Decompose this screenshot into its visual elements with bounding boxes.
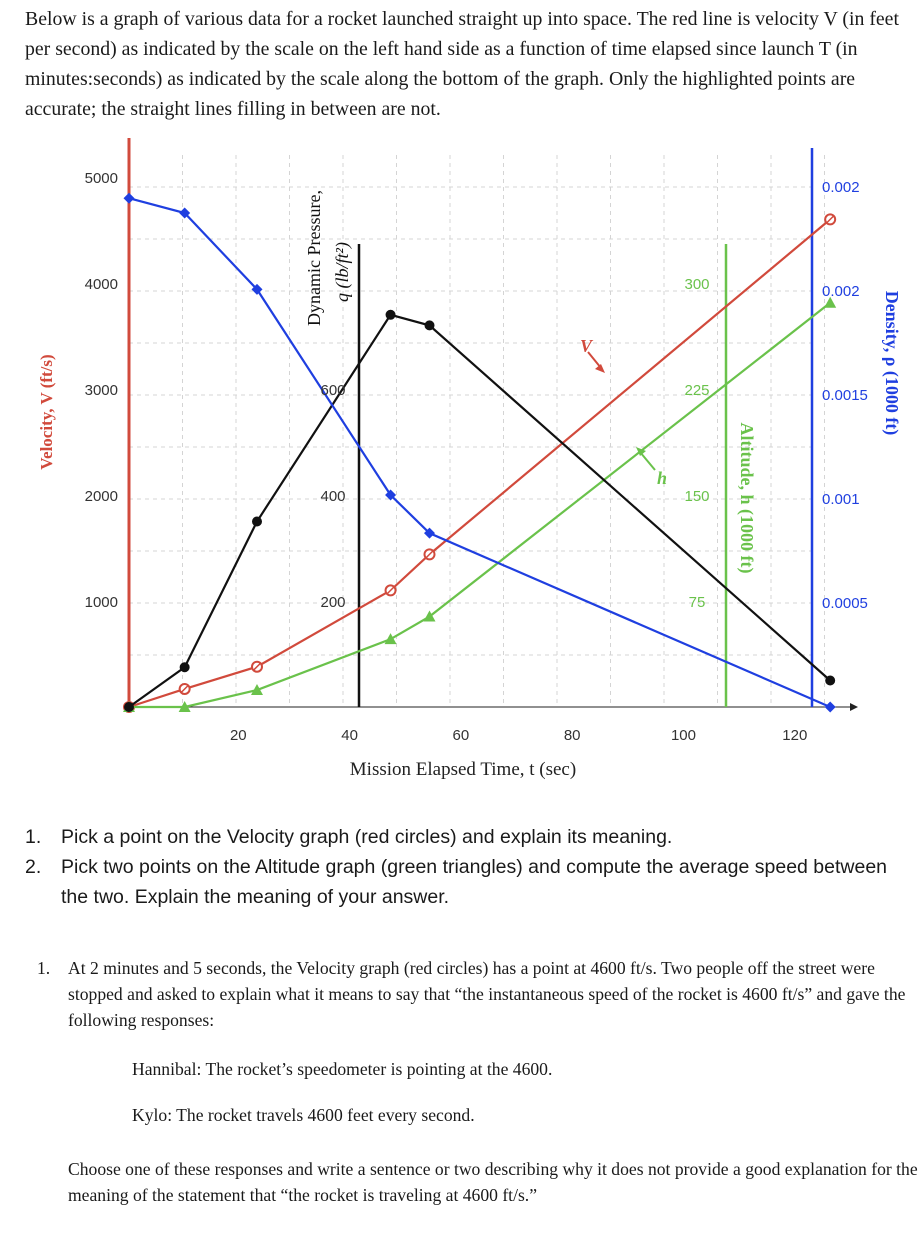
series-line-density xyxy=(128,197,831,709)
pressure-point xyxy=(385,309,396,320)
velocity-series-label: V xyxy=(580,336,594,356)
velocity-point-slash xyxy=(180,684,189,694)
velocity-label-arrow xyxy=(587,351,602,369)
altitude-point xyxy=(178,701,191,712)
velocity-tick-label: 2000 xyxy=(85,488,118,505)
question-list: 1. Pick a point on the Velocity graph (r… xyxy=(25,822,905,912)
pressure-point xyxy=(179,662,190,673)
pressure-tick-label: 400 xyxy=(320,488,345,505)
density-point xyxy=(179,207,191,219)
question-number: 1. xyxy=(25,826,42,848)
task-number: 1. xyxy=(37,958,51,978)
series-line-pressure xyxy=(128,313,831,708)
question-item-1: 1. Pick a point on the Velocity graph (r… xyxy=(25,822,905,852)
density-point xyxy=(385,489,397,501)
time-axis-arrow xyxy=(850,703,858,711)
task-text: At 2 minutes and 5 seconds, the Velocity… xyxy=(68,958,906,1030)
x-tick-label: 40 xyxy=(341,727,358,744)
altitude-point xyxy=(824,296,837,308)
pressure-axis-title-line2: q (lb/ft²) xyxy=(332,242,353,302)
density-axis-title: Density, ρ (1000 ft) xyxy=(881,291,902,436)
velocity-label-arrowhead xyxy=(595,364,605,373)
density-point xyxy=(251,283,263,295)
response-hannibal: Hannibal: The rocket’s speedometer is po… xyxy=(132,1059,553,1079)
velocity-tick-label: 5000 xyxy=(85,170,118,187)
density-point xyxy=(824,701,836,713)
velocity-tick-label: 1000 xyxy=(85,594,118,611)
altitude-label-arrowhead xyxy=(636,447,646,456)
altitude-point xyxy=(423,610,436,622)
chart-labels: 20 40 60 80 100 120 1000 2000 3000 4000 5000 200 400… xyxy=(37,170,902,780)
x-tick-label: 20 xyxy=(230,727,247,744)
x-axis-title: Mission Elapsed Time, t (sec) xyxy=(350,759,576,780)
question-text: Pick a point on the Velocity graph (red … xyxy=(61,826,673,848)
pressure-point xyxy=(825,675,836,686)
altitude-tick-label: 300 xyxy=(684,276,709,293)
velocity-tick-label: 4000 xyxy=(85,276,118,293)
altitude-point xyxy=(250,684,263,696)
response-kylo: Kylo: The rocket travels 4600 feet every… xyxy=(132,1105,475,1125)
velocity-axis-title: Velocity, V (ft/s) xyxy=(37,354,56,469)
chart-axes xyxy=(127,138,858,711)
x-tick-label: 60 xyxy=(453,727,470,744)
velocity-point-slash xyxy=(252,662,262,671)
intro-paragraph: Below is a graph of various data for a r… xyxy=(25,8,899,120)
density-tick-label: 0.002 xyxy=(822,179,860,196)
rocket-data-chart: 20 40 60 80 100 120 1000 2000 3000 4000 5000 200 400… xyxy=(37,138,902,780)
series-line-h xyxy=(129,301,831,709)
velocity-point-slash xyxy=(826,215,835,224)
altitude-tick-label: 225 xyxy=(684,382,709,399)
pressure-tick-label: 600 xyxy=(320,382,345,399)
velocity-tick-label: 3000 xyxy=(85,382,118,399)
chart-series xyxy=(123,192,837,713)
series-line-V xyxy=(128,218,831,709)
task-item: 1. At 2 minutes and 5 seconds, the Veloc… xyxy=(30,955,920,1033)
altitude-axis-title: Altitude, h (1000 ft) xyxy=(736,423,757,574)
x-tick-label: 120 xyxy=(782,727,807,744)
task-section: 1. At 2 minutes and 5 seconds, the Veloc… xyxy=(30,955,920,1208)
altitude-tick-label: 150 xyxy=(684,488,709,505)
pressure-tick-label: 200 xyxy=(320,594,345,611)
altitude-tick-label: 75 xyxy=(689,594,706,611)
density-point xyxy=(123,192,135,204)
question-text: Pick two points on the Altitude graph (g… xyxy=(61,856,888,908)
x-tick-label: 100 xyxy=(671,727,696,744)
velocity-point-slash xyxy=(386,586,395,595)
altitude-series-label: h xyxy=(657,468,667,488)
density-tick-label: 0.0015 xyxy=(822,387,868,404)
task-followup: Choose one of these responses and write … xyxy=(68,1159,918,1205)
chart-grid xyxy=(129,155,825,707)
altitude-point xyxy=(384,633,397,645)
pressure-point xyxy=(424,320,435,331)
density-tick-label: 0.002 xyxy=(822,283,860,300)
altitude-label-arrow xyxy=(639,451,656,471)
pressure-point xyxy=(251,516,262,527)
question-item-2: 2. Pick two points on the Altitude graph… xyxy=(25,852,905,912)
pressure-axis-title-line1: Dynamic Pressure, xyxy=(304,190,324,326)
density-tick-label: 0.001 xyxy=(822,491,860,508)
density-tick-label: 0.0005 xyxy=(822,595,868,612)
question-number: 2. xyxy=(25,856,42,878)
pressure-point xyxy=(124,702,134,712)
velocity-point-slash xyxy=(425,550,434,559)
x-tick-label: 80 xyxy=(564,727,581,744)
density-point xyxy=(424,527,436,539)
